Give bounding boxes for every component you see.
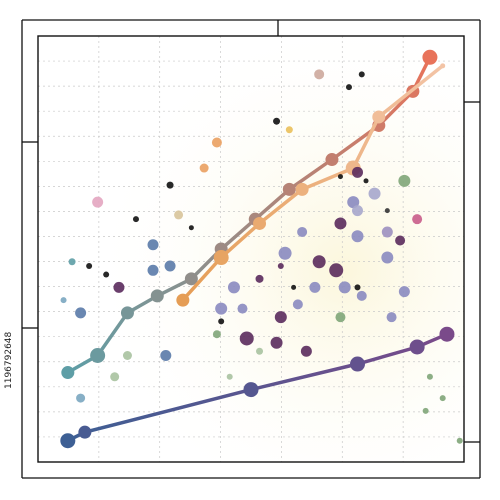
series-marker — [213, 250, 229, 266]
scatter-points — [60, 69, 463, 444]
scatter-point — [122, 351, 132, 360]
series-marker — [372, 110, 386, 124]
series-lines — [60, 49, 455, 449]
scatter-point — [358, 71, 365, 78]
scatter-point — [314, 69, 325, 80]
scatter-point — [132, 216, 139, 223]
series-marker — [150, 289, 164, 303]
scatter-point — [422, 407, 429, 414]
series-marker — [184, 272, 198, 286]
scatter-point — [412, 214, 423, 225]
series-marker — [282, 182, 296, 196]
scatter-point — [426, 373, 433, 380]
scatter-point — [273, 117, 281, 125]
scatter-point — [334, 217, 347, 230]
scatter-point — [381, 226, 393, 238]
scatter-point — [199, 163, 209, 173]
scatter-point — [351, 230, 364, 243]
scatter-point — [86, 263, 93, 270]
scatter-point — [352, 205, 363, 217]
scatter-point — [147, 264, 159, 276]
scatter-point — [211, 137, 222, 148]
scatter-point — [215, 302, 228, 315]
scatter-point — [160, 350, 172, 361]
series-marker — [409, 339, 425, 355]
scatter-point — [354, 284, 361, 291]
scatter-point — [110, 372, 120, 382]
scatter-point — [270, 336, 283, 349]
scatter-point — [363, 178, 369, 184]
scatter-point — [291, 284, 297, 290]
series-marker — [422, 49, 438, 65]
scatter-point — [239, 331, 254, 346]
scatter-point — [338, 281, 351, 294]
series-marker — [60, 433, 76, 449]
scatter-point — [164, 260, 176, 272]
scatter-point — [237, 303, 248, 314]
scatter-point — [386, 312, 397, 323]
scatter-point — [60, 297, 67, 304]
scatter-point — [335, 312, 346, 323]
scatter-point — [356, 290, 367, 301]
series-marker — [78, 425, 92, 439]
scatter-point — [218, 318, 225, 325]
scatter-point — [384, 208, 390, 214]
scatter-point — [92, 196, 104, 208]
scatter-point — [226, 373, 233, 380]
scatter-point — [398, 174, 411, 187]
series-marker — [295, 182, 309, 196]
scatter-point — [68, 258, 76, 266]
series-marker — [90, 348, 106, 363]
scatter-point — [439, 395, 446, 402]
scatter-point — [174, 210, 184, 220]
series-marker — [325, 153, 339, 167]
scatter-point — [395, 235, 406, 246]
series-marker — [176, 293, 190, 307]
scatter-point — [256, 347, 264, 355]
scatter-point — [352, 166, 363, 178]
scatter-point — [329, 263, 344, 278]
scatter-point — [76, 393, 86, 403]
scatter-point — [147, 239, 159, 251]
scatter-point — [278, 246, 292, 260]
scatter-point — [285, 126, 293, 134]
scatter-point — [297, 226, 308, 237]
scatter-point — [337, 174, 343, 180]
scatter-point — [456, 437, 463, 444]
scatter-point — [113, 281, 125, 293]
series-marker — [439, 326, 455, 342]
scatter-point — [274, 311, 287, 324]
scatter-point — [368, 187, 381, 200]
scatter-point — [212, 330, 221, 339]
scatter-point — [398, 286, 410, 298]
scatter-point — [345, 84, 352, 91]
series-marker — [350, 356, 365, 372]
series-marker — [61, 366, 75, 380]
series-marker — [120, 306, 134, 320]
scatter-point — [300, 345, 312, 357]
scatter-point — [312, 255, 326, 269]
series-marker — [243, 382, 259, 398]
scatter-point — [255, 274, 264, 283]
scatter-point — [227, 281, 240, 294]
scatter-point — [347, 196, 360, 209]
scatter-point — [381, 251, 394, 264]
series-marker — [440, 63, 446, 69]
scatter-point — [75, 307, 87, 319]
scatter-point — [292, 299, 303, 310]
scatter-point — [103, 271, 110, 278]
scatter-point — [277, 263, 284, 270]
image-credit: 1196792648 — [4, 331, 14, 389]
plot-border — [37, 35, 465, 463]
scatter-point — [166, 181, 174, 189]
scatter-point — [309, 281, 321, 293]
scatter-point — [188, 225, 194, 231]
series-marker — [253, 216, 267, 230]
